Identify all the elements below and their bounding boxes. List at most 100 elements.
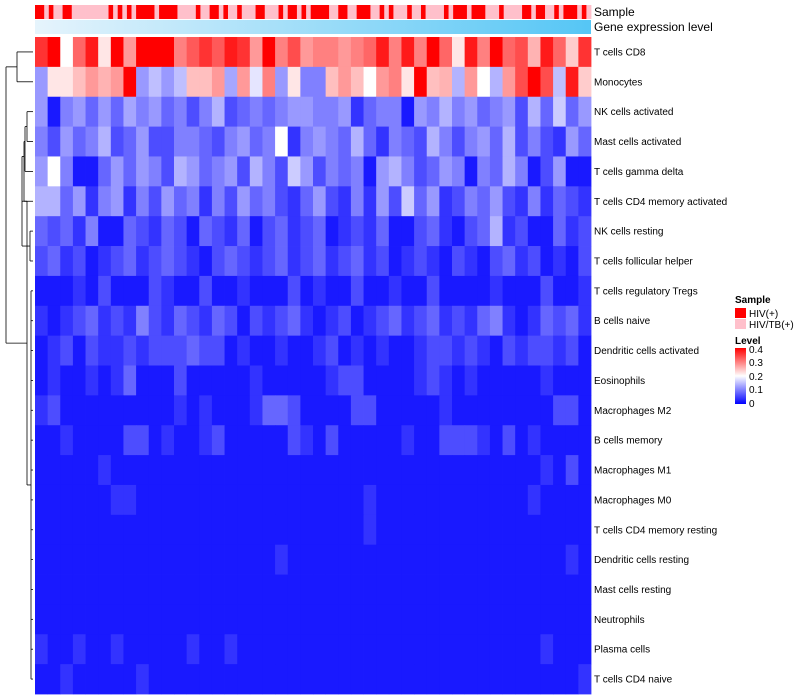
heatmap-cell: [489, 186, 503, 217]
heatmap-cell: [414, 186, 428, 217]
heatmap-cell: [401, 455, 415, 486]
heatmap-cell: [186, 216, 200, 247]
heatmap-cell: [439, 365, 453, 396]
heatmap-cell: [452, 335, 466, 366]
heatmap-cell: [136, 604, 150, 635]
heatmap-cell: [313, 484, 327, 516]
heatmap-cell: [565, 216, 579, 247]
sample-annotation-cell: [549, 5, 555, 19]
heatmap-cell: [426, 37, 440, 68]
sample-annotation-cell: [508, 5, 514, 19]
heatmap-cell: [237, 604, 251, 635]
heatmap-cell: [452, 484, 466, 516]
heatmap-cell: [376, 604, 390, 635]
heatmap-cell: [161, 216, 175, 247]
sample-annotation-cell: [398, 5, 404, 19]
heatmap-cell: [287, 514, 301, 546]
heatmap-cell: [47, 604, 61, 635]
heatmap-cell: [578, 574, 592, 605]
heatmap-cell: [350, 156, 364, 187]
heatmap-cell: [325, 37, 339, 68]
heatmap-cell: [287, 246, 301, 277]
heatmap-cell: [60, 514, 74, 546]
sample-annotation-cell: [554, 5, 560, 19]
heatmap-cell: [287, 634, 301, 665]
heatmap-cell: [540, 455, 554, 486]
row-label: B cells naive: [594, 316, 651, 327]
sample-annotation-cell: [131, 5, 137, 19]
heatmap-cell: [388, 574, 402, 605]
heatmap-cell: [186, 425, 200, 456]
heatmap-cell: [199, 365, 213, 396]
sample-annotation-cell: [53, 5, 59, 19]
legend-tick-0-2: 0.2: [749, 372, 763, 383]
heatmap-cell: [338, 365, 352, 396]
sample-annotation-cell: [218, 5, 224, 19]
heatmap-cell: [98, 186, 112, 217]
sample-annotation-cell: [292, 5, 298, 19]
heatmap-cell: [553, 634, 567, 665]
sample-annotation-cell: [531, 5, 537, 19]
sample-annotation-cell: [512, 5, 518, 19]
heatmap-cell: [553, 96, 567, 127]
heatmap-cell: [363, 275, 377, 307]
sample-annotation-cell: [522, 5, 528, 19]
heatmap-cell: [515, 664, 529, 695]
heatmap-cell: [439, 664, 453, 695]
sample-annotation-cell: [333, 5, 339, 19]
heatmap-cell: [148, 634, 162, 665]
heatmap-cell: [237, 216, 251, 247]
sample-annotation-cell: [191, 5, 197, 19]
heatmap-cell: [325, 365, 339, 396]
heatmap-cell: [376, 335, 390, 366]
heatmap-cell: [477, 514, 491, 546]
heatmap-cell: [426, 395, 440, 426]
heatmap-cell: [47, 455, 61, 486]
heatmap-cell: [72, 574, 86, 605]
heatmap-cell: [325, 425, 339, 456]
heatmap-cell: [502, 186, 516, 217]
heatmap-cell: [363, 246, 377, 277]
heatmap-cell: [325, 484, 339, 516]
sample-annotation-cell: [172, 5, 178, 19]
heatmap-cell: [199, 335, 213, 366]
heatmap-cell: [287, 96, 301, 127]
heatmap-cell: [325, 634, 339, 665]
heatmap-cell: [376, 96, 390, 127]
heatmap-cell: [174, 514, 188, 546]
sample-annotation-cell: [471, 5, 477, 19]
heatmap-cell: [47, 246, 61, 277]
heatmap-cell: [275, 604, 289, 635]
heatmap-cell: [363, 395, 377, 426]
heatmap-cell: [401, 216, 415, 247]
heatmap-cell: [489, 126, 503, 157]
heatmap-cell: [275, 37, 289, 68]
row-label: B cells memory: [594, 436, 662, 447]
sample-annotation-cell: [430, 5, 436, 19]
heatmap-cell: [350, 365, 364, 396]
heatmap-cell: [502, 365, 516, 396]
heatmap-cell: [287, 365, 301, 396]
heatmap-cell: [376, 664, 390, 695]
heatmap-cell: [313, 126, 327, 157]
heatmap-cell: [60, 37, 74, 68]
heatmap-cell: [47, 156, 61, 187]
heatmap-cell: [47, 66, 61, 98]
heatmap-cell: [553, 246, 567, 277]
sample-annotation-cell: [205, 5, 211, 19]
heatmap-cell: [186, 186, 200, 217]
heatmap-cell: [502, 216, 516, 247]
heatmap-cell: [148, 37, 162, 68]
heatmap-cell: [325, 275, 339, 307]
heatmap-cell: [199, 246, 213, 277]
heatmap-cell: [540, 275, 554, 307]
heatmap-cell: [300, 604, 314, 635]
heatmap-cell: [540, 335, 554, 366]
heatmap-cell: [401, 604, 415, 635]
heatmap-cell: [249, 96, 263, 127]
heatmap-cell: [527, 604, 541, 635]
sample-annotation-cell: [35, 5, 40, 19]
sample-annotation-cell: [301, 5, 307, 19]
heatmap-cell: [199, 574, 213, 605]
